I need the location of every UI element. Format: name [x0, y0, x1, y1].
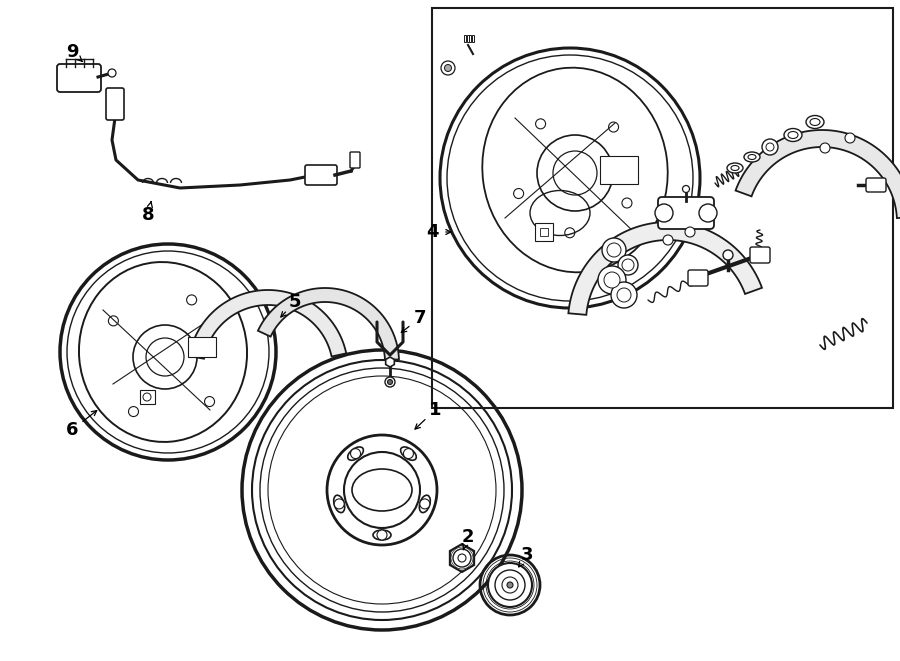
Text: 3: 3 — [521, 546, 533, 564]
Circle shape — [495, 570, 525, 600]
Circle shape — [845, 133, 855, 143]
Circle shape — [334, 499, 344, 509]
Text: 8: 8 — [141, 206, 154, 224]
Circle shape — [699, 204, 717, 222]
Ellipse shape — [347, 447, 364, 460]
Ellipse shape — [727, 163, 743, 173]
Ellipse shape — [352, 469, 412, 511]
Circle shape — [502, 577, 518, 593]
Ellipse shape — [744, 152, 760, 162]
Circle shape — [685, 227, 695, 237]
Circle shape — [143, 393, 151, 401]
Circle shape — [507, 582, 513, 588]
FancyBboxPatch shape — [658, 197, 714, 229]
Text: 6: 6 — [66, 421, 78, 439]
Circle shape — [655, 204, 673, 222]
Text: 5: 5 — [289, 293, 302, 311]
Ellipse shape — [419, 495, 430, 512]
Polygon shape — [569, 222, 762, 315]
Polygon shape — [258, 288, 399, 360]
FancyBboxPatch shape — [57, 64, 101, 92]
Bar — [535, 223, 553, 241]
Bar — [472, 35, 473, 42]
Circle shape — [108, 69, 116, 77]
Bar — [188, 337, 216, 357]
Text: 4: 4 — [426, 223, 438, 241]
Text: 9: 9 — [66, 43, 78, 61]
Circle shape — [604, 272, 620, 288]
Ellipse shape — [334, 495, 345, 512]
Circle shape — [441, 61, 455, 75]
Polygon shape — [189, 290, 346, 359]
Circle shape — [622, 259, 634, 271]
Circle shape — [377, 530, 387, 540]
Ellipse shape — [784, 128, 802, 141]
Bar — [469, 35, 471, 42]
Circle shape — [682, 186, 689, 192]
FancyBboxPatch shape — [866, 178, 886, 192]
Circle shape — [445, 65, 452, 71]
Ellipse shape — [810, 118, 820, 126]
Circle shape — [350, 449, 361, 459]
Circle shape — [618, 255, 638, 275]
Circle shape — [663, 235, 673, 245]
FancyBboxPatch shape — [750, 247, 770, 263]
Circle shape — [602, 238, 626, 262]
Circle shape — [458, 554, 466, 562]
Bar — [432, 8, 893, 408]
FancyBboxPatch shape — [305, 165, 337, 185]
Circle shape — [385, 377, 395, 387]
Ellipse shape — [400, 447, 417, 460]
Polygon shape — [735, 130, 900, 218]
Text: 2: 2 — [462, 528, 474, 546]
Circle shape — [344, 452, 420, 528]
Circle shape — [419, 499, 430, 509]
Ellipse shape — [788, 132, 798, 139]
FancyBboxPatch shape — [106, 88, 124, 120]
Circle shape — [723, 250, 733, 260]
Circle shape — [617, 288, 631, 302]
Circle shape — [762, 139, 778, 155]
Bar — [464, 35, 466, 42]
Circle shape — [403, 449, 413, 459]
Circle shape — [820, 143, 830, 153]
Circle shape — [453, 549, 471, 567]
Text: 1: 1 — [428, 401, 441, 419]
FancyBboxPatch shape — [350, 152, 360, 168]
Circle shape — [611, 282, 637, 308]
FancyBboxPatch shape — [688, 270, 708, 286]
Polygon shape — [450, 544, 474, 572]
Ellipse shape — [373, 530, 391, 540]
Bar — [140, 390, 155, 404]
Polygon shape — [386, 357, 394, 367]
Bar — [466, 35, 469, 42]
Circle shape — [388, 379, 392, 385]
Circle shape — [488, 563, 532, 607]
Text: 7: 7 — [414, 309, 427, 327]
Bar — [600, 156, 638, 184]
Bar — [540, 228, 548, 236]
Ellipse shape — [806, 116, 824, 128]
Circle shape — [598, 266, 626, 294]
Circle shape — [607, 243, 621, 257]
